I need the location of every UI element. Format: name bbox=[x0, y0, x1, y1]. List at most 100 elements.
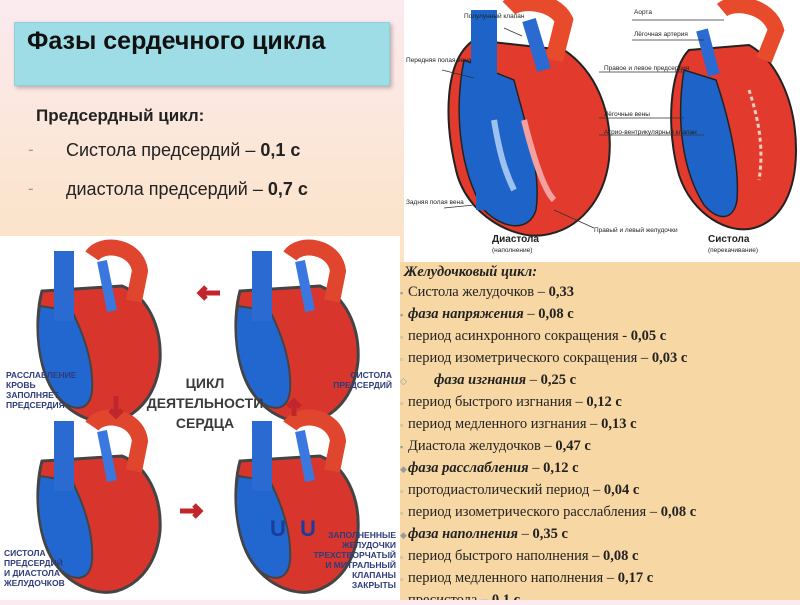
atrial-item-value: 0,7 с bbox=[267, 179, 308, 199]
valve-mark: U bbox=[270, 516, 286, 541]
label-pulmonary-veins: Лёгочные вены bbox=[604, 111, 650, 118]
bullet-icon: ▫ bbox=[400, 596, 408, 600]
tl-line-4: ПРЕДСЕРДИЯ bbox=[6, 400, 65, 410]
vent-row-text: Диастола желудочков – bbox=[408, 438, 556, 454]
tl-line-3: ЗАПОЛНЯЕТ bbox=[6, 390, 60, 400]
vent-row: ▫пресистола – 0,1 с bbox=[400, 592, 520, 600]
label-ventricles: Правый и левый желудочки bbox=[594, 226, 678, 234]
br-line-4: И МИТРАЛЬНЫЙ bbox=[325, 559, 396, 570]
tr-line-2: ПРЕДСЕРДИЙ bbox=[333, 379, 392, 390]
tl-line-1: РАССЛАБЛЕНИЕ bbox=[6, 370, 77, 380]
vent-row-text: период быстрого наполнения – bbox=[408, 548, 604, 564]
vent-row-value: 0,03 с bbox=[651, 350, 688, 366]
vent-row-text: Систола желудочков – bbox=[408, 284, 549, 300]
heart-diastole-systole-diagram: Полулунный клапан Аорта Лёгочная артерия… bbox=[404, 0, 800, 262]
vent-row: ▪ Диастола желудочков – 0,47 с bbox=[400, 438, 591, 455]
label-pulmonary-artery: Лёгочная артерия bbox=[634, 31, 688, 38]
atrial-cycle: Предсердный цикл: - Систола предсердий –… bbox=[28, 106, 386, 204]
vent-row: ▫ период изометрического расслабления – 0… bbox=[400, 504, 696, 521]
vent-row: ◇ фаза изгнания – 0,25 с bbox=[400, 372, 576, 389]
vent-row: ▫ протодиастолический период – 0,04 с bbox=[400, 482, 639, 499]
label-bottom-right: ЗАПОЛНЕННЫЕ ЖЕЛУДОЧКИ ТРЕХСТВОРЧАТЫЙ И М… bbox=[313, 530, 396, 590]
vent-row: ◆фаза наполнения – 0,35 с bbox=[400, 526, 568, 543]
dash-bullet: - bbox=[28, 179, 34, 198]
tl-line-2: КРОВЬ bbox=[6, 380, 36, 390]
vent-row-value: 0,12 с bbox=[586, 394, 622, 410]
vent-row: ◆фаза расслабления – 0,12 с bbox=[400, 460, 579, 477]
center-line-1: ЦИКЛ bbox=[186, 375, 225, 391]
vent-row-text: фаза изгнания bbox=[434, 372, 527, 388]
label-systole: Систола bbox=[708, 234, 750, 245]
label-diastole-sub: (наполнение) bbox=[492, 247, 532, 254]
page-title: Фазы сердечного цикла bbox=[27, 27, 326, 55]
vent-row-text: период быстрого изгнания – bbox=[408, 394, 587, 410]
vent-row-value: 0,17 с bbox=[617, 570, 654, 586]
vent-row-text: период медленного наполнения – bbox=[408, 570, 618, 586]
vent-row-sep: – bbox=[526, 372, 541, 388]
cycle-center-text: ЦИКЛ ДЕЯТЕЛЬНОСТИ СЕРДЦА bbox=[147, 375, 264, 431]
bl-line-3: И ДИАСТОЛА bbox=[4, 568, 60, 578]
label-semilunar-valve: Полулунный клапан bbox=[464, 12, 525, 20]
vent-row: ▫ период быстрого изгнания – 0,12 с bbox=[400, 394, 622, 411]
bl-line-2: ПРЕДСЕРДИЙ bbox=[4, 557, 63, 568]
label-top-left: РАССЛАБЛЕНИЕ КРОВЬ ЗАПОЛНЯЕТ ПРЕДСЕРДИЯ bbox=[6, 370, 77, 410]
bullet-icon: ▪ bbox=[400, 310, 404, 320]
heart-systole bbox=[670, 0, 798, 231]
br-line-6: ЗАКРЫТЫ bbox=[352, 580, 396, 590]
vent-row-value: 0,35 с bbox=[532, 526, 568, 542]
vent-row-sep: – bbox=[523, 306, 539, 322]
label-posterior-vena-cava: Задняя полая вена bbox=[406, 199, 464, 206]
dash-bullet: - bbox=[28, 140, 34, 159]
cardiac-cycle-svg: U U ЦИКЛ ДЕЯТЕЛЬНОСТИ СЕРДЦА РАССЛАБЛЕНИ… bbox=[3, 236, 396, 600]
vent-row: ▫ период быстрого наполнения – 0,08 с bbox=[400, 548, 638, 565]
vent-row-text: период асинхронного сокращения - bbox=[408, 328, 631, 344]
label-top-right: СИСТОЛА ПРЕДСЕРДИЙ bbox=[333, 370, 392, 390]
bullet-icon: ◆ bbox=[400, 530, 407, 540]
heart-diastole bbox=[447, 0, 611, 237]
vent-row-value: 0,05 с bbox=[630, 328, 667, 344]
vent-row-sep: – bbox=[517, 526, 533, 542]
vent-row: ▫ период медленного изгнания – 0,13 с bbox=[400, 416, 637, 433]
tr-line-1: СИСТОЛА bbox=[350, 370, 392, 380]
ventricular-heading: Желудочковый цикл: bbox=[404, 264, 538, 280]
arrow-left bbox=[196, 285, 220, 301]
label-aorta: Аорта bbox=[634, 9, 652, 16]
atrial-item-text: диастола предсердий – bbox=[66, 179, 268, 199]
vent-row-text: протодиастолический период – bbox=[408, 482, 604, 498]
bullet-icon: ▫ bbox=[400, 508, 404, 518]
vent-row-value: 0,04 с bbox=[603, 482, 640, 498]
vent-row-value: 0,47 с bbox=[555, 438, 591, 454]
vent-row-sep: – bbox=[528, 460, 544, 476]
vent-row-text: период медленного изгнания – bbox=[408, 416, 602, 432]
vent-row: ▫ период асинхронного сокращения - 0,05 с bbox=[400, 328, 666, 345]
bullet-icon: ▪ bbox=[400, 442, 404, 452]
heart-diastole-systole-svg: Полулунный клапан Аорта Лёгочная артерия… bbox=[406, 0, 798, 254]
atrial-item-value: 0,1 с bbox=[260, 140, 301, 160]
bl-line-1: СИСТОЛА bbox=[4, 548, 46, 558]
bullet-icon: ▫ bbox=[400, 332, 404, 342]
valve-mark: U bbox=[300, 516, 316, 541]
label-av-valve: Атрио-вентрикулярный клапан bbox=[604, 128, 697, 136]
br-line-5: КЛАПАНЫ bbox=[352, 570, 396, 580]
vent-row: ▫ период медленного наполнения – 0,17 с bbox=[400, 570, 653, 587]
label-systole-sub: (перекачивание) bbox=[708, 247, 758, 254]
vent-row-value: 0,12 с bbox=[543, 460, 579, 476]
vent-row-value: 0,13 с bbox=[601, 416, 637, 432]
atrial-heading: Предсердный цикл: bbox=[36, 106, 205, 125]
bullet-icon: ◆ bbox=[400, 464, 407, 474]
ventricular-cycle: Желудочковый цикл: ▪ Систола желудочков –… bbox=[400, 262, 800, 600]
arrow-right bbox=[180, 503, 204, 519]
vent-row-value: 0,1 с bbox=[491, 592, 521, 600]
vent-row: ▪ Систола желудочков – 0,33 bbox=[400, 284, 574, 301]
vent-row-text: период изометрического расслабления – bbox=[408, 504, 661, 520]
center-line-2: ДЕЯТЕЛЬНОСТИ bbox=[147, 395, 264, 411]
atrial-item-diastole: - диастола предсердий – 0,7 с bbox=[28, 174, 386, 204]
bullet-icon: ▫ bbox=[400, 486, 404, 496]
br-line-3: ТРЕХСТВОРЧАТЫЙ bbox=[313, 549, 396, 560]
vent-row-value: 0,25 с bbox=[540, 372, 577, 388]
vent-row-text: фаза напряжения bbox=[408, 306, 524, 322]
vent-row-value: 0,08 с bbox=[660, 504, 697, 520]
bullet-icon: ▫ bbox=[400, 552, 404, 562]
arrow-up bbox=[286, 397, 302, 416]
vent-row: ▫ период изометрического сокращения – 0,0… bbox=[400, 350, 687, 367]
